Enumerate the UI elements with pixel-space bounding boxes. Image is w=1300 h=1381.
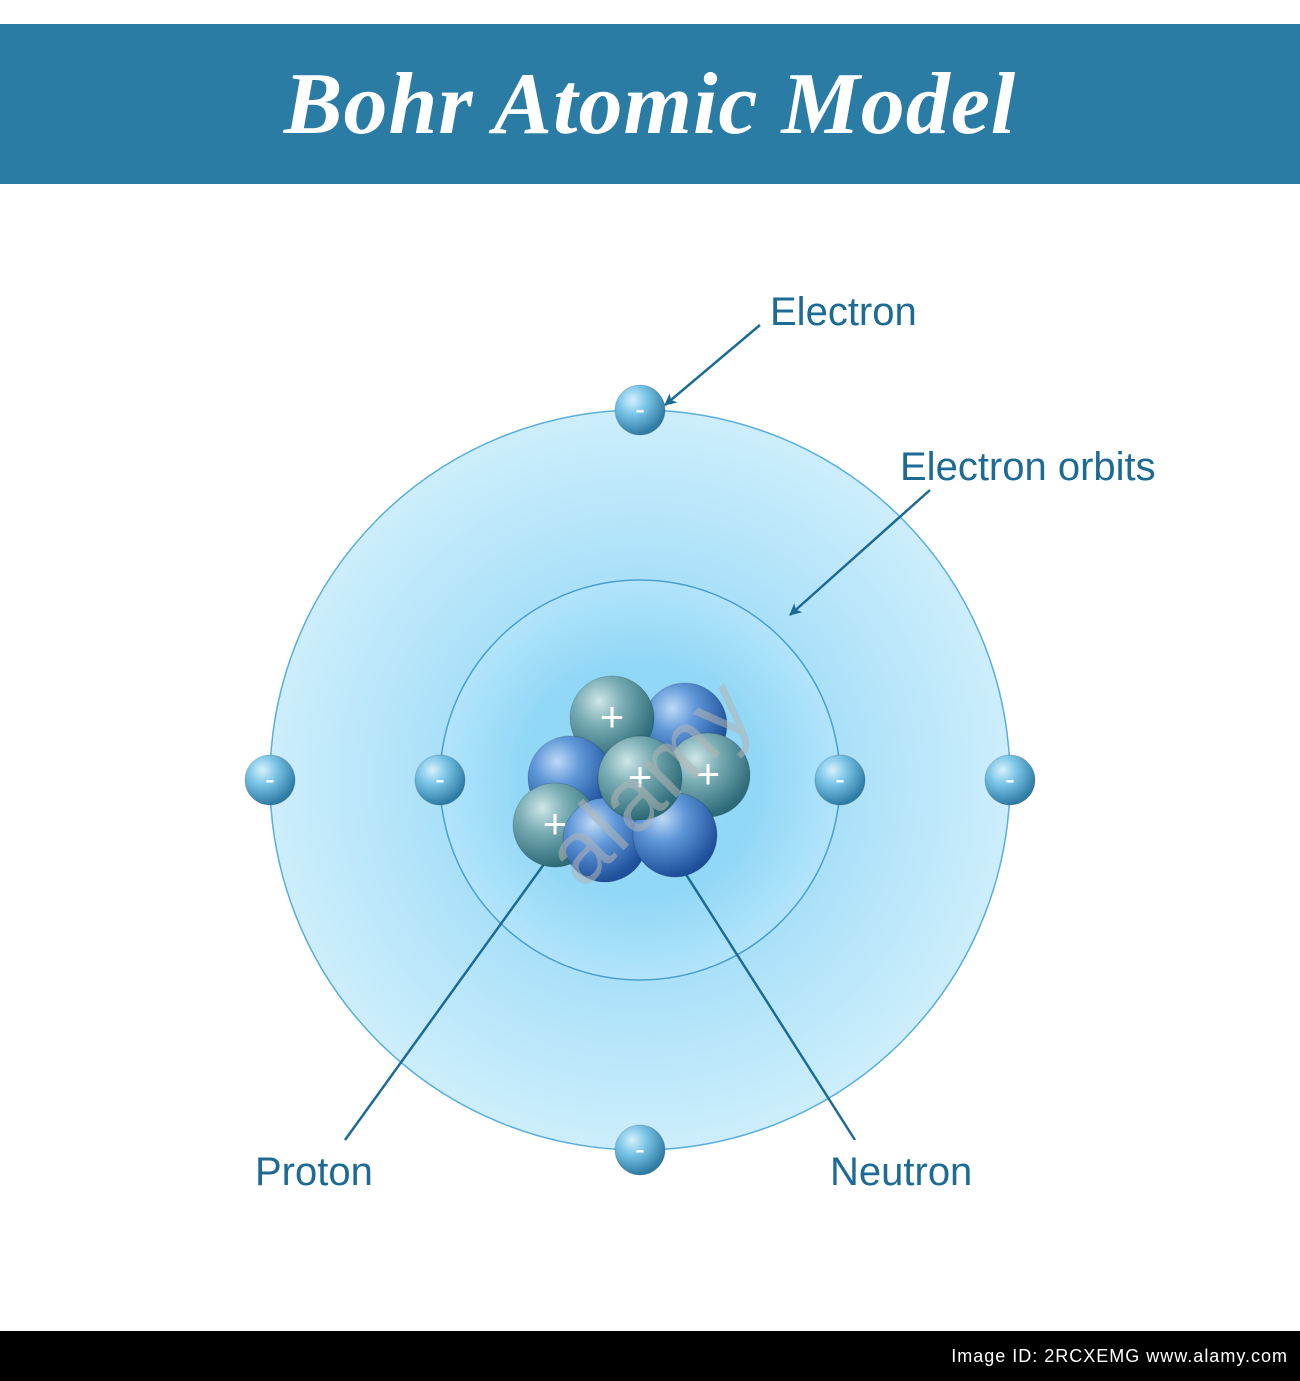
page-title: Bohr Atomic Model — [284, 54, 1016, 155]
proton-symbol: + — [600, 693, 625, 740]
electron-label: Electron — [770, 290, 917, 335]
proton-label: Proton — [255, 1150, 373, 1195]
watermark-id: Image ID: 2RCXEMG www.alamy.com — [951, 1346, 1288, 1367]
header-band: Bohr Atomic Model — [0, 24, 1300, 184]
electron-symbol: - — [1005, 763, 1015, 796]
electron-pointer — [665, 325, 760, 405]
electron-symbol: - — [635, 1133, 645, 1166]
electron-symbol: - — [265, 763, 275, 796]
proton-symbol: + — [696, 750, 721, 797]
orbits-label: Electron orbits — [900, 445, 1156, 490]
electron-symbol: - — [835, 763, 845, 796]
atom-svg: ++++------ — [0, 220, 1300, 1300]
proton-symbol: + — [628, 753, 653, 800]
atom-diagram: ++++------ ElectronElectron orbitsProton… — [0, 220, 1300, 1300]
neutron-label: Neutron — [830, 1150, 972, 1195]
electron-symbol: - — [635, 393, 645, 426]
electron-symbol: - — [435, 763, 445, 796]
bottom-band: Image ID: 2RCXEMG www.alamy.com — [0, 1331, 1300, 1381]
